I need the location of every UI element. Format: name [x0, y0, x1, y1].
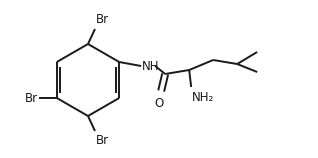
Text: O: O — [155, 97, 164, 110]
Text: NH₂: NH₂ — [192, 91, 214, 104]
Text: NH: NH — [142, 60, 160, 73]
Text: Br: Br — [96, 13, 109, 26]
Text: Br: Br — [96, 134, 109, 147]
Text: Br: Br — [25, 91, 38, 104]
